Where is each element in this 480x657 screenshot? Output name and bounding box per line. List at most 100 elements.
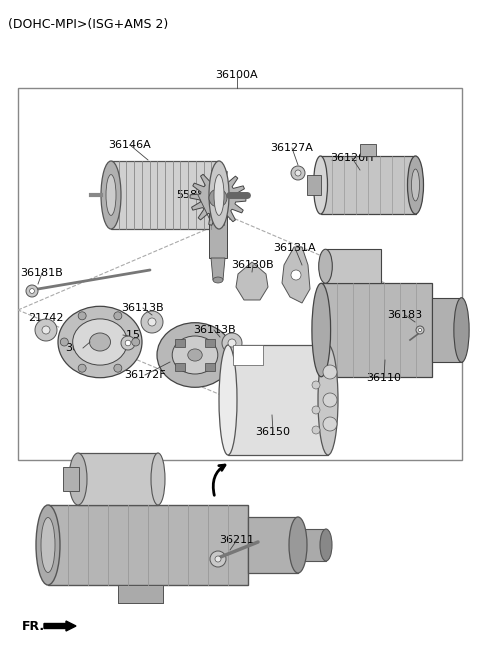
Ellipse shape [320,529,332,561]
Text: 55889B: 55889B [177,190,219,200]
Ellipse shape [289,517,307,573]
Circle shape [78,364,86,372]
Circle shape [312,406,320,414]
Circle shape [323,417,337,431]
Text: 36211: 36211 [219,535,254,545]
Bar [78,453,158,505]
Circle shape [312,381,320,389]
Ellipse shape [214,175,224,215]
Ellipse shape [313,156,327,214]
Polygon shape [211,258,225,280]
Bar [321,283,432,376]
Circle shape [416,326,424,334]
Circle shape [295,170,301,176]
Circle shape [114,312,122,320]
Polygon shape [233,345,263,365]
Text: 36115: 36115 [106,330,141,340]
Circle shape [121,336,135,350]
Bar [18,88,462,460]
Ellipse shape [318,345,338,455]
Bar [321,156,416,214]
Ellipse shape [101,161,121,229]
Circle shape [312,426,320,434]
Text: 36110: 36110 [367,373,401,383]
Bar [205,363,215,371]
Ellipse shape [408,156,423,214]
Bar [432,298,461,362]
Circle shape [125,340,131,346]
Circle shape [419,328,421,332]
Text: 36172F: 36172F [124,370,166,380]
Ellipse shape [213,277,223,283]
Circle shape [141,311,163,333]
Circle shape [132,338,140,346]
Bar [118,585,163,603]
Circle shape [210,551,226,567]
Bar [175,363,185,371]
Ellipse shape [319,249,332,283]
Ellipse shape [72,319,127,365]
Bar [175,338,185,347]
Bar [307,175,321,195]
Circle shape [60,338,68,346]
Text: 36131A: 36131A [274,243,316,253]
Text: 36113B: 36113B [192,325,235,335]
Bar [209,198,227,258]
Ellipse shape [312,283,331,376]
Bar [48,505,248,585]
Ellipse shape [188,349,202,361]
Circle shape [228,339,236,347]
Text: 36181B: 36181B [21,268,63,278]
Circle shape [26,285,38,297]
Polygon shape [282,247,310,303]
Bar [63,467,79,491]
Circle shape [222,333,242,353]
Circle shape [148,318,156,326]
Bar [298,529,326,561]
Ellipse shape [36,505,60,585]
Ellipse shape [157,323,233,387]
Text: 36100A: 36100A [216,70,258,80]
Text: 36150: 36150 [255,427,290,437]
Bar [118,585,163,603]
Bar [228,345,328,455]
Ellipse shape [151,453,165,505]
Ellipse shape [454,298,469,362]
Text: 36170: 36170 [65,343,101,353]
Bar [248,517,298,573]
Text: 36127A: 36127A [271,143,313,153]
Ellipse shape [41,518,55,572]
Polygon shape [236,262,268,300]
Circle shape [35,319,57,341]
Text: 36146A: 36146A [108,140,151,150]
Ellipse shape [69,453,87,505]
Bar [111,161,219,229]
Circle shape [291,270,301,280]
Circle shape [209,189,227,207]
Text: 36130B: 36130B [232,260,274,270]
Circle shape [114,364,122,372]
Circle shape [78,312,86,320]
Bar [325,249,381,283]
Text: 36183: 36183 [387,310,422,320]
Text: 36113B: 36113B [122,303,164,313]
FancyArrow shape [44,621,76,631]
Ellipse shape [209,161,229,229]
Text: FR.: FR. [22,620,45,633]
Text: (DOHC-MPI>(ISG+AMS 2): (DOHC-MPI>(ISG+AMS 2) [8,18,168,31]
Ellipse shape [411,169,420,201]
Circle shape [291,166,305,180]
Polygon shape [190,170,246,226]
Text: 36120H: 36120H [330,153,374,163]
Ellipse shape [219,345,237,455]
Circle shape [215,556,221,562]
Text: 21742: 21742 [28,313,64,323]
Circle shape [30,288,35,294]
Ellipse shape [58,306,142,378]
Circle shape [323,393,337,407]
Ellipse shape [89,333,110,351]
Ellipse shape [172,336,218,374]
Ellipse shape [106,175,116,215]
Bar [205,338,215,347]
Bar [360,144,376,156]
